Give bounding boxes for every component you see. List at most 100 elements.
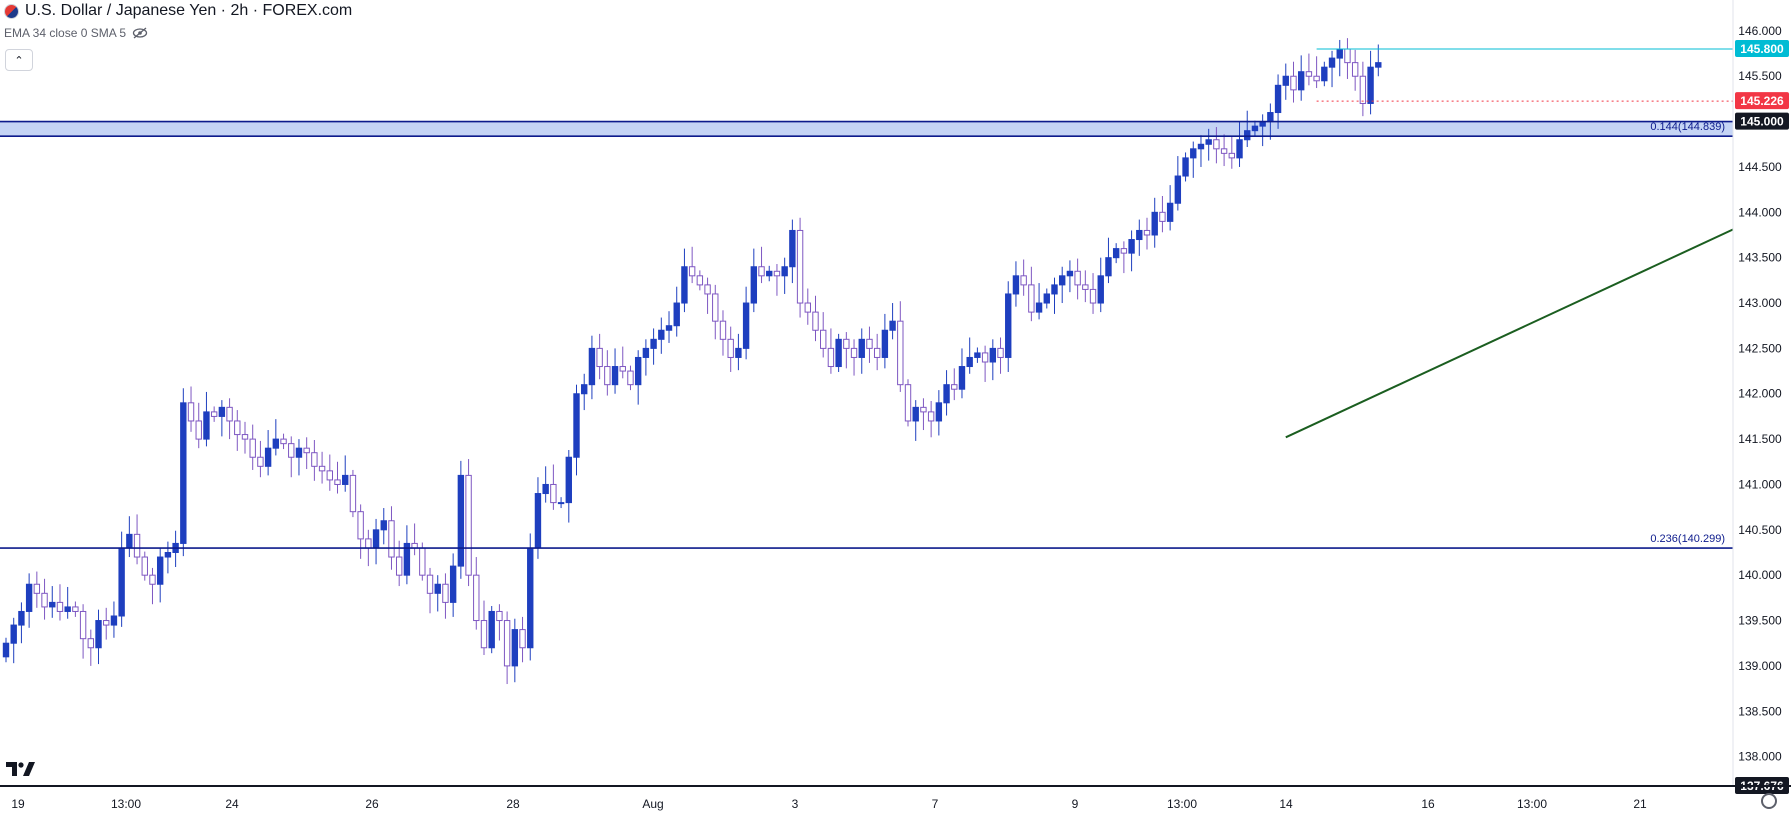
candle — [334, 461, 341, 494]
candle-body — [457, 474, 465, 567]
candle-body — [342, 474, 349, 485]
candle — [742, 286, 750, 360]
candle-body — [604, 366, 611, 386]
candle — [534, 477, 542, 559]
candle — [426, 567, 434, 614]
candle — [149, 567, 156, 605]
candle-body — [596, 347, 603, 368]
candle-body — [1244, 130, 1251, 141]
candle-body — [473, 574, 480, 622]
chart-header: U.S. Dollar / Japanese Yen · 2h · FOREX.… — [4, 2, 352, 20]
candle — [195, 402, 202, 449]
candle-body — [449, 565, 457, 603]
candle — [473, 557, 480, 630]
candle — [1351, 49, 1359, 91]
candle — [1375, 44, 1382, 77]
candle — [226, 398, 233, 440]
candle — [1367, 50, 1374, 115]
price-badge-bg — [1735, 40, 1789, 58]
candle — [496, 604, 503, 641]
candle — [257, 440, 264, 478]
candle — [110, 601, 118, 638]
candle — [457, 460, 465, 579]
candle — [1035, 283, 1043, 320]
candle-body — [241, 434, 249, 440]
candle-body — [1166, 202, 1174, 222]
settings-gear-icon[interactable] — [1761, 793, 1777, 809]
price-badge-bg — [1735, 112, 1789, 130]
candle-body — [249, 438, 256, 458]
time-axis: 19 13:00 24 26 28 Aug 3 7 9 13:00 14 16 13:00 21 — [0, 785, 1791, 811]
candle — [1128, 230, 1135, 272]
candle-body — [442, 583, 449, 603]
candle-body — [557, 502, 565, 505]
candle-body — [1236, 139, 1243, 159]
candle-body — [1375, 62, 1382, 68]
candle — [820, 312, 827, 358]
candle-body — [881, 329, 889, 358]
indicator-legend[interactable]: EMA 34 close 0 SMA 5 — [4, 26, 148, 40]
candle — [1228, 137, 1236, 169]
indicator-label[interactable]: EMA 34 close 0 SMA 5 — [4, 26, 127, 40]
candle — [280, 433, 287, 450]
candle-body — [326, 470, 333, 481]
candle — [557, 497, 565, 509]
candle-body — [1182, 157, 1189, 177]
candle-body — [1082, 284, 1089, 290]
candle — [488, 606, 495, 654]
candle-body — [1282, 75, 1289, 86]
candle — [87, 629, 95, 666]
fib-level-labels: 0.144(144.839) 0.236(140.299) — [1650, 121, 1725, 545]
candle — [164, 541, 172, 574]
candle-body — [719, 320, 727, 340]
candle — [411, 523, 418, 556]
symbol-title[interactable]: U.S. Dollar / Japanese Yen · 2h · FOREX.… — [25, 2, 353, 19]
currency-flag-icon — [4, 3, 19, 19]
collapse-legend-button[interactable]: ⌃ — [5, 49, 33, 71]
candle-body — [10, 624, 17, 644]
candle-body — [573, 393, 580, 458]
candle — [56, 584, 64, 621]
candle-body — [611, 366, 619, 386]
candle-body — [889, 320, 896, 331]
candle — [1297, 55, 1305, 101]
candle-body — [712, 293, 719, 322]
candle — [1236, 121, 1243, 167]
time-tick-label: 9 — [1072, 797, 1079, 811]
candle-body — [257, 456, 264, 467]
candle — [1182, 152, 1189, 182]
candle-body — [1228, 152, 1236, 159]
candle-body — [25, 583, 33, 612]
candle-body — [1274, 84, 1282, 114]
candle — [997, 337, 1004, 374]
candle-body — [1012, 275, 1020, 295]
chevron-up-icon: ⌃ — [14, 54, 24, 67]
candle-body — [904, 384, 912, 422]
tradingview-logo[interactable] — [6, 758, 36, 782]
candle-body — [820, 329, 827, 349]
candle — [126, 516, 133, 558]
candle — [796, 217, 804, 318]
candle — [781, 257, 788, 294]
price-badge-bg — [1735, 92, 1789, 110]
price-tick-label: 141.500 — [1738, 432, 1782, 446]
candle-body — [195, 420, 202, 440]
eye-hidden-icon[interactable] — [132, 27, 148, 39]
time-tick-label: 7 — [932, 797, 939, 811]
candle-body — [380, 520, 387, 531]
candle-body — [426, 574, 434, 594]
candle — [1097, 257, 1104, 313]
price-tick-label: 144.000 — [1738, 205, 1782, 219]
fib-level-label: 0.236(140.299) — [1650, 533, 1725, 545]
candle-body — [1066, 270, 1074, 277]
candle — [480, 600, 488, 656]
candle — [604, 350, 611, 396]
candle-body — [403, 542, 411, 576]
candle — [627, 365, 634, 391]
price-badge-text: 145.000 — [1740, 115, 1784, 129]
candle — [696, 270, 704, 291]
candle-body — [542, 483, 549, 495]
candle — [812, 295, 819, 342]
candle-body — [773, 270, 781, 277]
